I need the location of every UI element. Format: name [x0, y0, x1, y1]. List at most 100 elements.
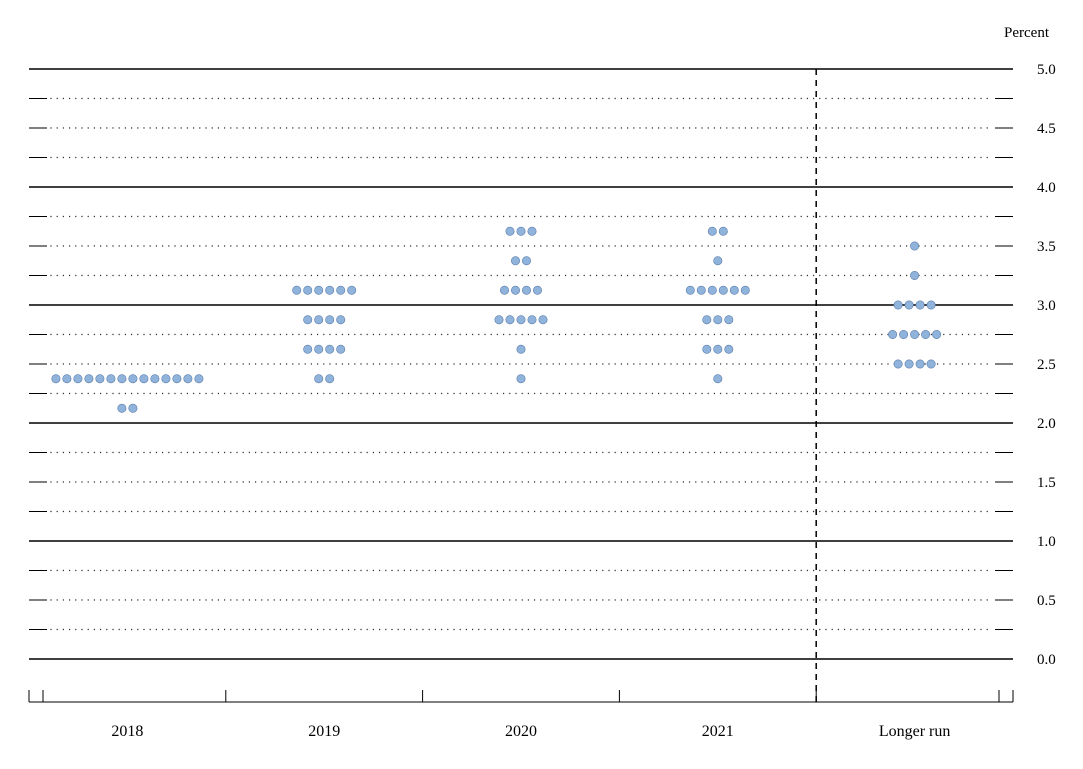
- x-category-label: 2019: [308, 723, 340, 740]
- projection-dot: [725, 345, 733, 353]
- y-tick-label: 4.0: [1037, 180, 1056, 196]
- projection-dot: [118, 375, 126, 383]
- projection-dot: [315, 316, 323, 324]
- x-category-label: 2020: [505, 723, 537, 740]
- projection-dot: [326, 375, 334, 383]
- projection-dot: [927, 301, 935, 309]
- projection-dot: [63, 375, 71, 383]
- y-tick-label: 0.5: [1037, 593, 1056, 609]
- projection-dot: [52, 375, 60, 383]
- projection-dot: [315, 286, 323, 294]
- projection-dot: [714, 345, 722, 353]
- minor-gridline-dots: [50, 629, 988, 630]
- projection-dot: [888, 330, 896, 338]
- y-tick-label: 1.0: [1037, 534, 1056, 550]
- projection-dot: [730, 286, 738, 294]
- projection-dot: [741, 286, 749, 294]
- projection-dot: [714, 316, 722, 324]
- projection-dot: [528, 227, 536, 235]
- minor-gridline-dots: [50, 98, 988, 99]
- projection-dot: [511, 286, 519, 294]
- projection-dot: [304, 286, 312, 294]
- projection-dot: [697, 286, 705, 294]
- projection-dot: [315, 375, 323, 383]
- projection-dot: [337, 316, 345, 324]
- projection-dot: [293, 286, 301, 294]
- projection-dot: [304, 345, 312, 353]
- minor-gridline-dots: [50, 511, 988, 512]
- y-axis-title: Percent: [1004, 25, 1050, 41]
- chart-svg: Percent 0.0 0.5 1.0 1.5 2.0 2.5 3.0 3.5 4.0 4.5 5.0…: [0, 0, 1083, 769]
- projection-dot: [522, 257, 530, 265]
- projection-dot: [315, 345, 323, 353]
- projection-dot: [905, 360, 913, 368]
- projection-dot: [85, 375, 93, 383]
- projection-dot: [173, 375, 181, 383]
- projection-dot: [703, 345, 711, 353]
- projection-dot: [686, 286, 694, 294]
- projection-dot: [539, 316, 547, 324]
- dot-plot-chart: Percent 0.0 0.5 1.0 1.5 2.0 2.5 3.0 3.5 4.0 4.5 5.0…: [0, 0, 1083, 769]
- projection-dot: [703, 316, 711, 324]
- projection-dot: [96, 375, 104, 383]
- minor-gridline-dots: [50, 245, 988, 246]
- projection-dot: [517, 316, 525, 324]
- minor-gridline-dots: [50, 157, 988, 158]
- projection-dot: [348, 286, 356, 294]
- projection-dot: [910, 242, 918, 250]
- y-tick-label: 3.0: [1037, 298, 1056, 314]
- projection-dot: [118, 404, 126, 412]
- projection-dot: [337, 345, 345, 353]
- projection-dot: [894, 360, 902, 368]
- projection-dot: [916, 301, 924, 309]
- projection-dot: [708, 227, 716, 235]
- projection-dot: [326, 316, 334, 324]
- projection-dot: [129, 375, 137, 383]
- projection-dot: [337, 286, 345, 294]
- projection-dot: [899, 330, 907, 338]
- minor-gridline-dots: [50, 599, 988, 600]
- projection-dot: [725, 316, 733, 324]
- minor-gridline-dots: [50, 570, 988, 571]
- y-tick-label: 1.5: [1037, 475, 1056, 491]
- projection-dot: [910, 330, 918, 338]
- projection-dot: [517, 227, 525, 235]
- minor-gridline-dots: [50, 363, 988, 364]
- y-tick-label: 0.0: [1037, 652, 1056, 668]
- y-tick-label: 5.0: [1037, 62, 1056, 78]
- projection-dot: [506, 316, 514, 324]
- projection-dot: [719, 227, 727, 235]
- projection-dot: [533, 286, 541, 294]
- minor-gridline-dots: [50, 275, 988, 276]
- projection-dot: [708, 286, 716, 294]
- projection-dot: [905, 301, 913, 309]
- y-tick-label: 2.5: [1037, 357, 1056, 373]
- projection-dot: [921, 330, 929, 338]
- x-category-label: Longer run: [879, 723, 951, 740]
- minor-gridline-dots: [50, 216, 988, 217]
- x-category-label: 2021: [702, 723, 734, 740]
- projection-dot: [517, 345, 525, 353]
- projection-dot: [107, 375, 115, 383]
- projection-dot: [184, 375, 192, 383]
- minor-gridline-dots: [50, 393, 988, 394]
- projection-dot: [894, 301, 902, 309]
- projection-dot: [500, 286, 508, 294]
- projection-dot: [140, 375, 148, 383]
- projection-dot: [129, 404, 137, 412]
- y-tick-label: 3.5: [1037, 239, 1056, 255]
- projection-dot: [517, 375, 525, 383]
- projection-dot: [910, 271, 918, 279]
- projection-dot: [506, 227, 514, 235]
- projection-dot: [74, 375, 82, 383]
- projection-dot: [522, 286, 530, 294]
- x-category-label: 2018: [111, 723, 143, 740]
- minor-gridline-dots: [50, 334, 988, 335]
- minor-gridline-dots: [50, 452, 988, 453]
- projection-dot: [932, 330, 940, 338]
- projection-dot: [326, 345, 334, 353]
- y-tick-label: 2.0: [1037, 416, 1056, 432]
- projection-dot: [927, 360, 935, 368]
- projection-dot: [195, 375, 203, 383]
- y-tick-label: 4.5: [1037, 121, 1056, 137]
